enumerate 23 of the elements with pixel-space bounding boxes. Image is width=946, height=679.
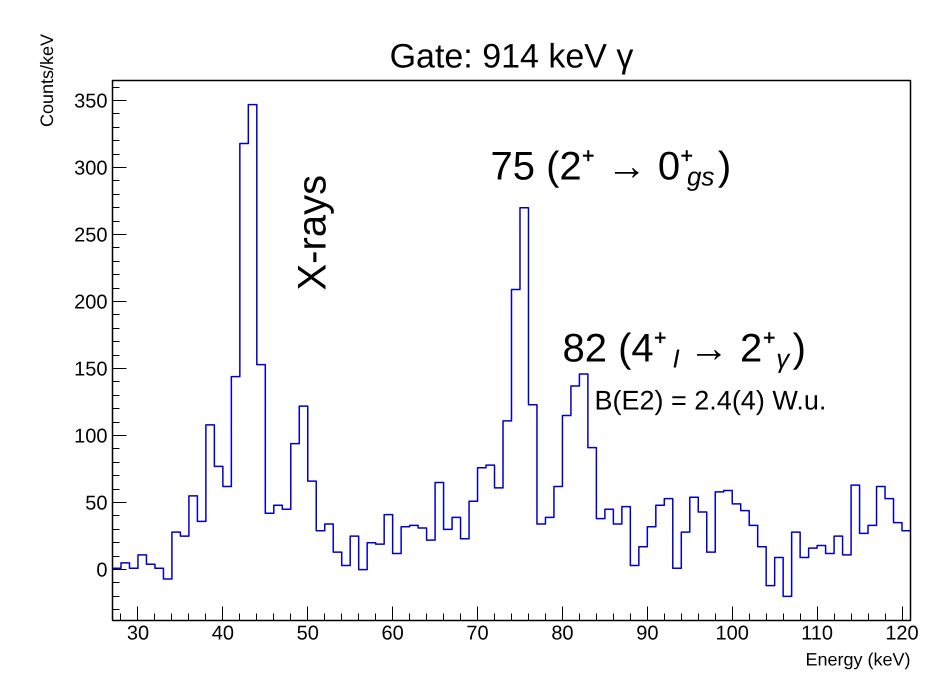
y-tick-label: 50 — [85, 492, 108, 515]
x-tick-label: 60 — [382, 622, 404, 644]
annotation: B(E2) = 2.4(4) W.u. — [594, 386, 826, 416]
x-tick-label: 100 — [716, 622, 749, 644]
y-tick-label: 100 — [74, 426, 108, 448]
x-tick-label: 50 — [296, 622, 319, 644]
annotation: X-rays — [290, 174, 334, 290]
y-tick-label: 200 — [74, 292, 108, 314]
y-tick-label: 150 — [74, 358, 108, 381]
x-tick-label: 30 — [126, 622, 150, 644]
x-axis-title: Energy (keV) — [805, 650, 911, 670]
x-tick-label: 90 — [636, 622, 658, 644]
x-tick-label: 40 — [212, 622, 234, 644]
y-tick-label: 0 — [96, 560, 108, 582]
x-tick-label: 120 — [885, 622, 919, 644]
y-tick-label: 300 — [74, 158, 108, 180]
y-tick-label: 350 — [74, 90, 108, 113]
y-tick-label: 250 — [74, 224, 108, 247]
x-tick-label: 70 — [466, 622, 489, 644]
y-axis-title: Counts/keV — [37, 34, 58, 128]
chart-title: Gate: 914 keV γ — [390, 38, 634, 76]
x-tick-label: 80 — [551, 622, 574, 644]
x-tick-label: 110 — [801, 622, 834, 644]
